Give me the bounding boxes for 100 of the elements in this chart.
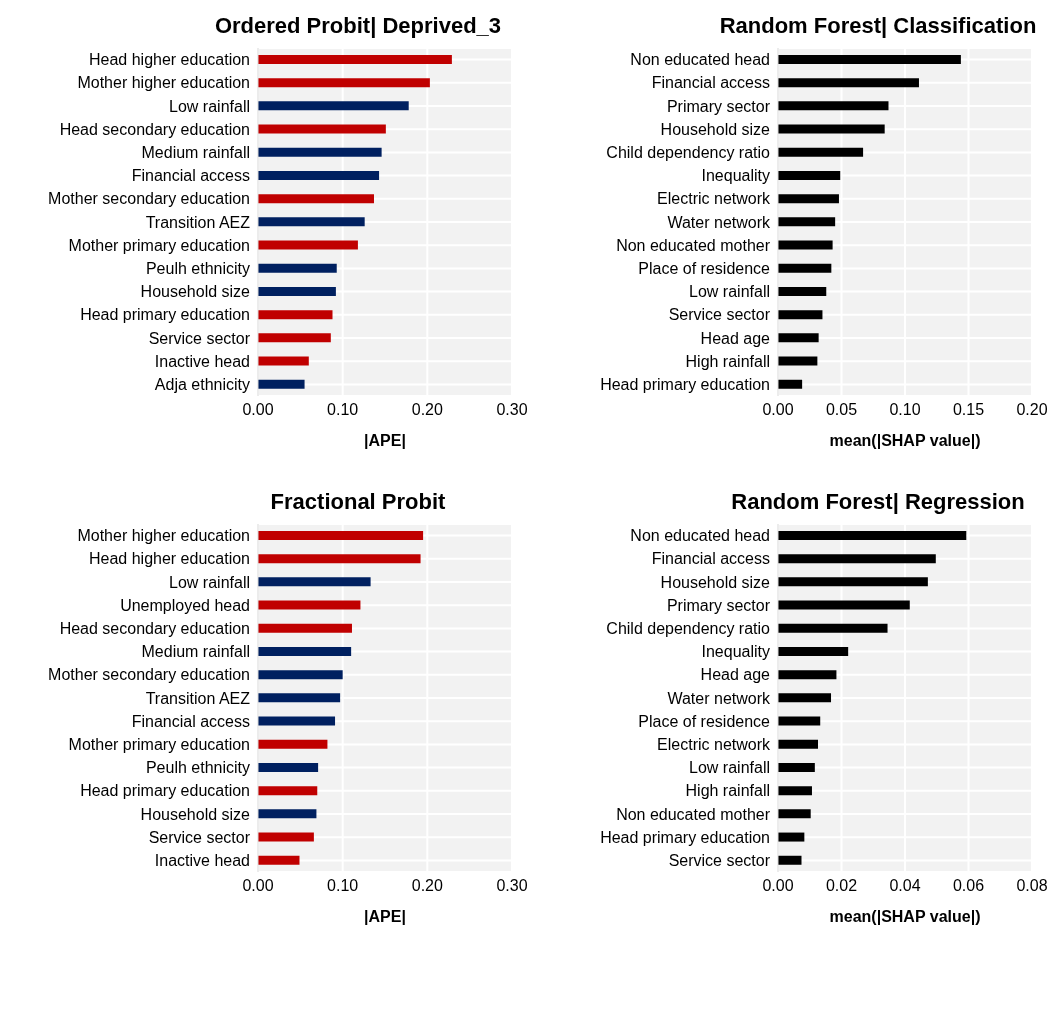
y-tick-label: Head primary education	[600, 376, 770, 394]
y-tick-label: Head primary education	[80, 782, 250, 800]
bar	[258, 646, 352, 656]
x-axis-title: |APE|	[364, 432, 406, 449]
y-tick-label: Adja ethnicity	[154, 376, 250, 394]
x-tick-label: 0.00	[242, 877, 274, 895]
y-tick-label: Mother higher education	[77, 74, 250, 92]
x-tick-label: 0.05	[825, 401, 858, 419]
bar	[258, 855, 300, 865]
y-tick-label: Household size	[140, 283, 251, 301]
x-axis-title: |APE|	[364, 908, 406, 925]
y-tick-label: Head higher education	[88, 550, 250, 568]
bar	[778, 855, 802, 865]
bar	[778, 147, 864, 157]
y-tick-label: Financial access	[651, 74, 770, 92]
x-axis-title: mean(|SHAP value|)	[829, 432, 981, 449]
bar	[258, 356, 309, 366]
bar	[778, 170, 841, 180]
bar	[258, 739, 328, 749]
y-tick-label: Inequality	[701, 167, 770, 185]
x-tick-label: 0.10	[327, 877, 359, 895]
x-tick-label: 0.10	[889, 401, 921, 419]
bar	[778, 832, 805, 842]
bar	[778, 762, 815, 772]
y-tick-label: Non educated mother	[616, 236, 771, 254]
bar	[778, 670, 837, 680]
bar	[258, 124, 386, 134]
bar	[778, 54, 961, 64]
y-tick-label: Water network	[667, 689, 771, 707]
y-tick-label: Electric network	[657, 736, 771, 754]
bar	[258, 263, 337, 273]
y-tick-label: Place of residence	[638, 260, 771, 278]
bar	[258, 101, 409, 111]
x-axis-title: mean(|SHAP value|)	[829, 908, 981, 925]
chart-title: Random Forest| Classification	[718, 12, 1038, 40]
y-tick-label: Non educated head	[630, 51, 770, 69]
x-tick-label: 0.04	[889, 877, 921, 895]
bar	[258, 379, 305, 389]
y-tick-label: Mother primary education	[68, 236, 250, 254]
y-tick-label: Place of residence	[638, 712, 771, 730]
bar	[778, 333, 819, 343]
bar	[778, 646, 849, 656]
y-tick-label: Non educated mother	[616, 805, 771, 823]
bar	[258, 716, 336, 726]
bar	[258, 286, 336, 296]
y-tick-label: Head secondary education	[59, 120, 250, 138]
y-tick-label: Financial access	[131, 167, 250, 185]
y-tick-label: Low rainfall	[689, 283, 770, 301]
x-tick-label: 0.10	[327, 401, 359, 419]
bar	[258, 762, 319, 772]
y-tick-label: Water network	[667, 213, 771, 231]
bar	[778, 78, 919, 88]
x-tick-label: 0.00	[762, 401, 794, 419]
x-tick-label: 0.08	[1016, 877, 1048, 895]
y-tick-label: Mother secondary education	[48, 190, 250, 208]
bar	[778, 809, 811, 819]
bar	[258, 310, 333, 320]
bar	[258, 623, 352, 633]
bar	[258, 809, 317, 819]
bar	[258, 333, 331, 343]
y-tick-label: High rainfall	[685, 782, 770, 800]
bar	[778, 101, 889, 111]
y-tick-label: Mother higher education	[77, 527, 250, 545]
y-tick-label: Service sector	[148, 329, 251, 347]
y-tick-label: Head primary education	[600, 828, 770, 846]
bar	[258, 240, 358, 250]
y-tick-label: Child dependency ratio	[606, 620, 771, 638]
y-tick-label: Head age	[700, 666, 771, 684]
y-tick-label: Non educated head	[630, 527, 770, 545]
y-tick-label: Medium rainfall	[141, 643, 250, 661]
y-tick-label: Peulh ethnicity	[145, 260, 250, 278]
bar	[778, 623, 888, 633]
x-tick-label: 0.15	[952, 401, 985, 419]
y-tick-label: Financial access	[131, 712, 250, 730]
y-tick-label: Household size	[660, 573, 771, 591]
bar	[778, 194, 839, 204]
bar	[258, 670, 343, 680]
y-tick-label: Service sector	[668, 306, 771, 324]
bar	[778, 263, 832, 273]
bar	[258, 54, 452, 64]
bar	[778, 124, 885, 134]
y-tick-label: Peulh ethnicity	[145, 759, 250, 777]
y-tick-label: Household size	[140, 805, 251, 823]
y-tick-label: Financial access	[651, 550, 770, 568]
bar	[258, 194, 374, 204]
x-tick-label: 0.20	[411, 401, 444, 419]
bar	[778, 217, 836, 227]
bar	[778, 693, 832, 703]
y-tick-label: Mother secondary education	[48, 666, 250, 684]
x-tick-label: 0.00	[762, 877, 794, 895]
bar	[258, 832, 314, 842]
bar	[258, 78, 430, 88]
y-tick-label: Mother primary education	[68, 736, 250, 754]
bar	[258, 554, 421, 564]
y-tick-label: Electric network	[657, 190, 771, 208]
bar	[258, 530, 424, 540]
bar	[778, 577, 928, 587]
bar	[778, 786, 812, 796]
y-tick-label: Transition AEZ	[145, 689, 251, 707]
bar	[778, 530, 967, 540]
